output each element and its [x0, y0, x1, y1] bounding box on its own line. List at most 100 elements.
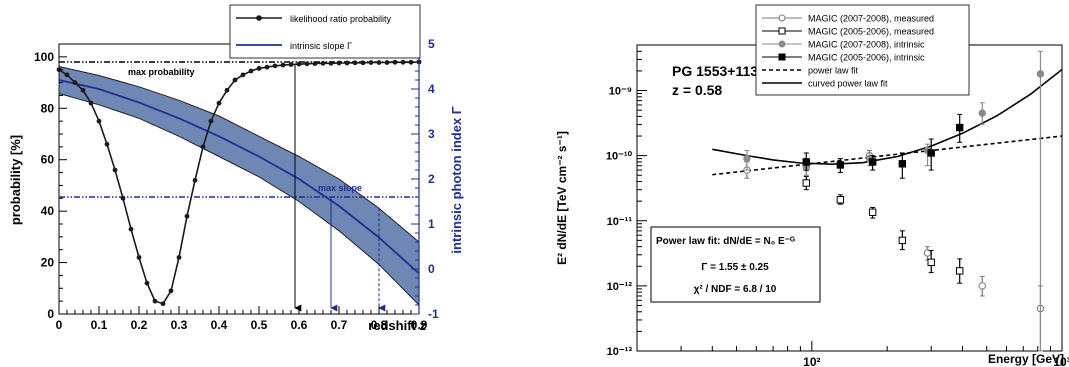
probability-point: [88, 100, 94, 106]
probability-point: [376, 60, 382, 65]
legend-label-magic-0708-intrinsic: MAGIC (2007-2008), intrinsic: [808, 40, 925, 50]
left-y2-tick-label: 3: [428, 127, 435, 141]
fit-box-gamma: Γ = 1.55 ± 0.25: [701, 262, 769, 273]
left-chart: 0 0.1 0.2 0.3 0.4 0.5 0.6 0.7 0.8 0.9020406080100…: [8, 4, 464, 333]
legend-label-magic-0506-intrinsic: MAGIC (2005-2006), intrinsic: [808, 53, 925, 63]
probability-point: [136, 255, 142, 260]
probability-point: [384, 60, 390, 65]
left-y-tick-label: 0: [47, 307, 54, 321]
right-chart: 10² 10³ 10⁻¹³ 10⁻¹² 10⁻¹¹ 10⁻¹⁰ 10⁻⁹ Energy [G…: [555, 4, 1069, 367]
probability-point: [224, 87, 230, 93]
left-y2-axis-label: intrinsic photon index Γ: [449, 106, 464, 253]
left-y2-tick-label: -1: [428, 307, 439, 321]
probability-point: [192, 177, 198, 183]
legend-marker-magic-0708-intrinsic: [778, 40, 786, 48]
max-probability-annotation: max probability: [128, 67, 195, 77]
right-fits: [712, 68, 1063, 176]
legend-label-curved-power-law-fit: curved power law fit: [808, 79, 888, 89]
right-x-tick-label: 10²: [803, 355, 820, 367]
probability-point: [184, 213, 190, 219]
legend-marker-magic-0708-measured: [778, 14, 786, 22]
fit-box-title: Power law fit: dN/dE = N₀ E⁻ᴳ: [656, 236, 795, 247]
left-legend: likelihood ratio probability intrinsic s…: [229, 4, 421, 59]
probability-point: [72, 80, 78, 85]
left-y-tick-label: 100: [34, 50, 54, 64]
magic-0506-measured-point: [868, 208, 877, 216]
slope-line: [58, 79, 420, 275]
right-y-tick-label: 10⁻⁹: [609, 86, 632, 98]
probability-point: [200, 144, 206, 150]
left-x-tick-label: 0.5: [251, 318, 268, 332]
magic-0506-measured-point: [927, 258, 935, 267]
probability-point: [280, 62, 286, 68]
legend-marker-probability: [256, 15, 262, 21]
probability-point: [104, 141, 110, 147]
probability-point: [296, 61, 302, 67]
left-ticks: 0 0.1 0.2 0.3 0.4 0.5 0.6 0.7 0.8 0.9020406080100…: [34, 37, 439, 332]
left-x-tick-label: 0.6: [291, 318, 308, 332]
source-name: PG 1553+113: [672, 63, 758, 79]
left-x-tick-label: 0.9: [411, 318, 428, 332]
probability-point: [352, 60, 358, 66]
left-x-axis-label: redshift z: [368, 318, 426, 333]
probability-point: [392, 59, 398, 65]
probability-point: [304, 61, 310, 67]
right-y-tick-label: 10⁻¹³: [607, 346, 633, 358]
left-x-tick-label: 0.3: [171, 318, 188, 332]
right-ticks: 10² 10³ 10⁻¹³ 10⁻¹² 10⁻¹¹ 10⁻¹⁰ 10⁻⁹: [606, 44, 1069, 367]
left-x-tick-label: 0.4: [211, 318, 228, 332]
left-x-tick-label: 0.8: [371, 318, 388, 332]
magic-0708-intrinsic-point: [743, 154, 751, 163]
probability-point: [216, 100, 222, 106]
probability-point: [232, 77, 238, 83]
magic-0708-intrinsic-point: [978, 109, 986, 117]
probability-point: [336, 60, 342, 66]
probability-point: [176, 255, 182, 260]
probability-point: [256, 66, 262, 71]
left-x-tick-label: 0.7: [331, 318, 348, 332]
fit-box-frame: [650, 226, 821, 303]
probability-point: [272, 63, 278, 69]
left-y2-tick-label: 5: [428, 37, 435, 51]
probability-point: [288, 62, 294, 67]
probability-point: [328, 60, 334, 66]
left-y2-tick-label: 0: [428, 262, 435, 276]
magic-0708-measured-point: [978, 282, 986, 290]
curved-power-law-fit-line: [712, 68, 1063, 166]
left-x-tick-label: 0.2: [131, 318, 148, 332]
left-x-tick-label: 0.1: [91, 318, 108, 332]
right-y-axis-label: E² dN/dE [TeV cm⁻² s⁻¹]: [555, 131, 569, 265]
magic-0506-intrinsic-point: [956, 123, 964, 132]
right-legend: MAGIC (2007-2008), measured MAGIC (2005-2…: [755, 4, 970, 96]
magic-0506-intrinsic-point: [868, 158, 877, 166]
probability-point: [264, 64, 270, 70]
magic-0708-intrinsic-point: [1036, 70, 1045, 78]
probability-point: [208, 118, 214, 124]
magic-0506-intrinsic-point: [802, 158, 810, 166]
left-y2-tick-label: 2: [428, 172, 435, 186]
probability-point: [112, 167, 118, 173]
probability-point: [160, 301, 166, 307]
legend-marker-magic-0506-measured: [778, 27, 786, 35]
left-y-tick-label: 20: [41, 256, 55, 270]
right-y-tick-label: 10⁻¹²: [607, 281, 633, 293]
probability-point: [248, 68, 254, 74]
probability-point: [144, 280, 150, 286]
magic-0506-measured-point: [836, 196, 845, 204]
probability-point: [240, 72, 246, 78]
magic-0506-measured-point: [956, 267, 964, 275]
slope-uncertainty-band: [58, 65, 420, 307]
probability-point: [96, 118, 102, 124]
legend-label-magic-0708-measured: MAGIC (2007-2008), measured: [808, 14, 934, 24]
right-y-tick-label: 10⁻¹⁰: [606, 151, 633, 163]
probability-point: [64, 72, 70, 78]
magic-0506-measured-point: [802, 179, 810, 187]
left-y-axis-label: probability [%]: [8, 135, 23, 225]
source-redshift: z = 0.58: [672, 82, 722, 98]
probability-point: [368, 60, 374, 65]
legend-label-probability: likelihood ratio probability: [290, 14, 392, 24]
slope-band: [58, 65, 420, 307]
left-y-tick-label: 40: [41, 204, 55, 218]
legend-label-magic-0506-measured: MAGIC (2005-2006), measured: [808, 27, 934, 37]
probability-point: [168, 288, 174, 294]
